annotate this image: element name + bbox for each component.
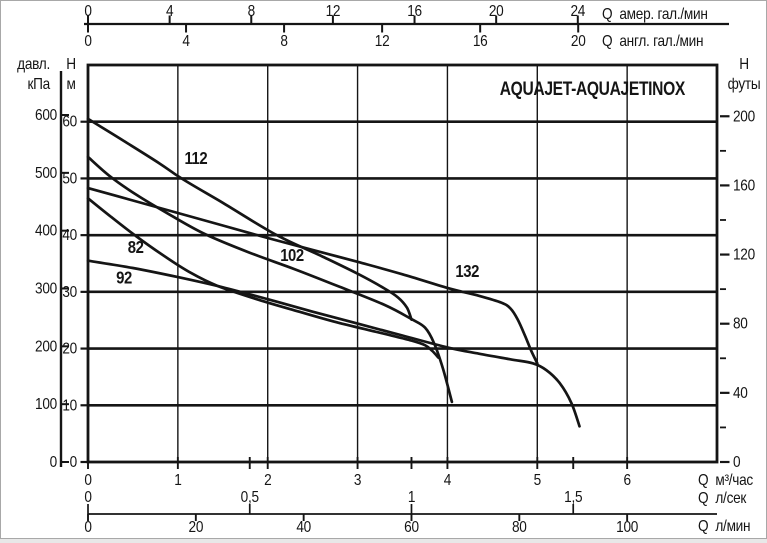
kpa-axis-unit: кПа [27, 76, 51, 93]
head-ft-tick-label: 40 [733, 385, 748, 402]
curve-102 [86, 155, 454, 404]
ls-tick-label: 0,5 [241, 489, 259, 506]
top-uk-axis-title: Q англ. гал./мин [602, 33, 703, 50]
ls-tick-label: 0 [84, 489, 91, 506]
head-ft-tick-label: 0 [733, 454, 740, 471]
lmin-axis-title: Q л/мин [698, 518, 750, 535]
top-uk-tick-label: 20 [571, 33, 586, 50]
top-us-tick-label: 4 [166, 3, 173, 20]
curve-label-112: 112 [184, 149, 207, 168]
m3h-tick-label: 0 [84, 472, 91, 489]
top-uk-tick-label: 0 [84, 33, 91, 50]
top-us-tick-label: 24 [570, 3, 585, 20]
chart-title: AQUAJET-AQUAJETINOX [500, 77, 686, 99]
head-m-tick-label: 60 [62, 114, 77, 131]
top-uk-tick-label: 4 [182, 33, 189, 50]
kpa-axis-title: давл. [17, 56, 50, 73]
top-uk-tick-label: 16 [473, 33, 488, 50]
head-ft-tick-label: 120 [733, 247, 755, 264]
m3h-tick-label: 6 [623, 472, 630, 489]
head-ft-tick-label: 80 [733, 316, 748, 333]
head-m-tick-label: 0 [70, 454, 77, 471]
head-m-tick-label: 10 [62, 398, 77, 415]
head-ft-tick-label: 200 [733, 109, 755, 126]
kpa-tick-label: 500 [35, 165, 57, 182]
curve-112 [86, 117, 413, 321]
top-uk-tick-label: 8 [280, 33, 287, 50]
head-m-tick-label: 30 [62, 284, 77, 301]
curve-label-102: 102 [280, 246, 304, 265]
ls-axis-title: Q л/сек [698, 490, 747, 507]
lmin-tick-label: 40 [296, 519, 311, 536]
m3h-tick-label: 2 [264, 472, 271, 489]
curve-label-132: 132 [455, 262, 479, 281]
m3h-tick-label: 5 [534, 472, 541, 489]
ls-tick-label: 1,5 [564, 489, 582, 506]
head-m-tick-label: 20 [62, 341, 77, 358]
curve-82 [86, 196, 440, 359]
m3h-tick-label: 3 [354, 472, 361, 489]
kpa-tick-label: 100 [35, 396, 57, 413]
lmin-tick-label: 0 [84, 519, 91, 536]
top-us-tick-label: 16 [407, 3, 422, 20]
head-ft-axis-unit: футы [728, 76, 761, 93]
top-us-axis-title: Q амер. гал./мин [602, 6, 708, 23]
top-us-tick-label: 12 [326, 3, 341, 20]
kpa-tick-label: 300 [35, 281, 57, 298]
head-m-axis-title: H [66, 56, 76, 73]
curve-132 [86, 186, 539, 365]
lmin-tick-label: 20 [189, 519, 204, 536]
top-us-tick-label: 8 [248, 3, 255, 20]
top-us-tick-label: 20 [489, 3, 504, 20]
kpa-tick-label: 600 [35, 107, 57, 124]
m3h-tick-label: 1 [174, 472, 181, 489]
plot-border [86, 63, 719, 464]
head-m-tick-label: 50 [62, 171, 77, 188]
head-m-tick-label: 40 [62, 227, 77, 244]
lmin-tick-label: 100 [616, 519, 638, 536]
head-m-axis-unit: м [66, 76, 75, 93]
m3h-axis-title: Q м³/час [698, 472, 753, 489]
kpa-tick-label: 200 [35, 339, 57, 356]
m3h-tick-label: 4 [444, 472, 451, 489]
top-us-tick-label: 0 [84, 3, 91, 20]
lmin-tick-label: 80 [512, 519, 527, 536]
head-ft-axis-title: H [739, 56, 749, 73]
ls-tick-label: 1 [408, 489, 415, 506]
curve-label-92: 92 [116, 269, 132, 288]
curve-label-82: 82 [128, 238, 144, 257]
kpa-tick-label: 0 [50, 454, 57, 471]
kpa-tick-label: 400 [35, 223, 57, 240]
head-ft-tick-label: 160 [733, 178, 755, 195]
curve-92 [86, 259, 581, 428]
top-uk-tick-label: 12 [375, 33, 390, 50]
lmin-tick-label: 60 [404, 519, 419, 536]
